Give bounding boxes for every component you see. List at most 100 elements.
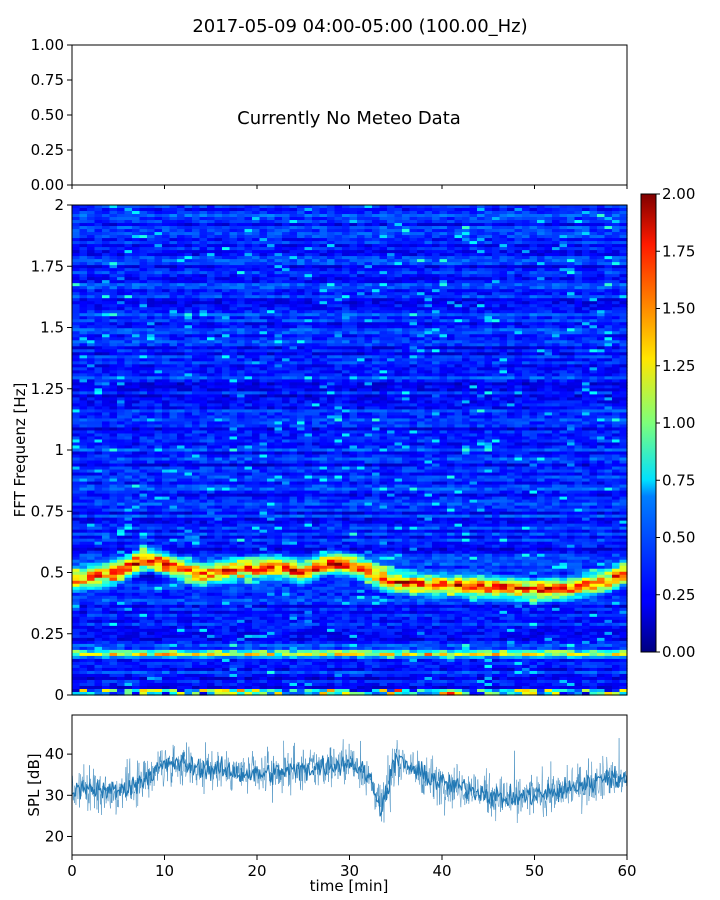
- heatmap-cell: [252, 367, 261, 371]
- heatmap-cell: [117, 409, 126, 414]
- heatmap-cell: [297, 424, 306, 429]
- heatmap-cell: [237, 367, 246, 371]
- heatmap-cell: [102, 607, 111, 612]
- heatmap-cell: [117, 292, 126, 296]
- heatmap-cell: [274, 604, 283, 609]
- heatmap-cell: [297, 286, 306, 290]
- heatmap-cell: [94, 649, 103, 654]
- heatmap-cell: [169, 247, 178, 251]
- heatmap-cell: [87, 490, 96, 495]
- heatmap-cell: [132, 439, 141, 444]
- heatmap-cell: [132, 505, 141, 510]
- heatmap-cell: [229, 259, 238, 263]
- heatmap-cell: [207, 607, 216, 612]
- heatmap-cell: [139, 286, 148, 290]
- heatmap-cell: [94, 235, 103, 239]
- heatmap-cell: [192, 541, 201, 546]
- heatmap-cell: [244, 391, 253, 395]
- heatmap-cell: [289, 454, 298, 459]
- heatmap-cell: [274, 673, 283, 678]
- heatmap-cell: [214, 379, 223, 383]
- heatmap-cell: [199, 595, 208, 600]
- heatmap-cell: [124, 601, 133, 606]
- heatmap-cell: [147, 214, 156, 218]
- heatmap-cell: [222, 565, 231, 570]
- heatmap-cell: [139, 652, 148, 657]
- heatmap-cell: [184, 568, 193, 573]
- heatmap-cell: [117, 523, 126, 528]
- heatmap-cell: [72, 586, 81, 591]
- heatmap-cell: [199, 541, 208, 546]
- heatmap-cell: [79, 688, 88, 693]
- heatmap-cell: [282, 652, 291, 657]
- heatmap-cell: [117, 574, 126, 579]
- heatmap-cell: [87, 493, 96, 498]
- heatmap-cell: [244, 352, 253, 356]
- heatmap-cell: [132, 271, 141, 275]
- heatmap-cell: [79, 262, 88, 266]
- heatmap-cell: [154, 340, 163, 344]
- heatmap-cell: [124, 679, 133, 684]
- heatmap-cell: [192, 655, 201, 660]
- heatmap-cell: [154, 361, 163, 365]
- heatmap-cell: [109, 619, 118, 624]
- heatmap-cell: [87, 367, 96, 371]
- heatmap-cell: [102, 604, 111, 609]
- heatmap-cell: [169, 214, 178, 218]
- heatmap-cell: [147, 355, 156, 359]
- heatmap-cell: [124, 316, 133, 320]
- heatmap-cell: [124, 358, 133, 362]
- heatmap-cell: [102, 370, 111, 374]
- heatmap-cell: [229, 358, 238, 362]
- heatmap-cell: [132, 220, 141, 224]
- heatmap-cell: [79, 253, 88, 257]
- heatmap-cell: [214, 409, 223, 414]
- heatmap-cell: [207, 559, 216, 564]
- heatmap-cell: [72, 523, 81, 528]
- heatmap-cell: [117, 586, 126, 591]
- heatmap-cell: [139, 568, 148, 573]
- heatmap-cell: [94, 280, 103, 284]
- heatmap-cell: [87, 391, 96, 395]
- heatmap-cell: [87, 244, 96, 248]
- heatmap-cell: [139, 490, 148, 495]
- heatmap-cell: [297, 268, 306, 272]
- heatmap-cell: [222, 274, 231, 278]
- heatmap-cell: [252, 604, 261, 609]
- heatmap-cell: [214, 670, 223, 675]
- heatmap-cell: [259, 685, 268, 690]
- heatmap-cell: [274, 298, 283, 302]
- heatmap-cell: [259, 466, 268, 471]
- heatmap-cell: [244, 670, 253, 675]
- heatmap-cell: [154, 577, 163, 582]
- heatmap-cell: [177, 244, 186, 248]
- heatmap-cell: [192, 373, 201, 377]
- heatmap-cell: [237, 580, 246, 585]
- heatmap-cell: [282, 415, 291, 420]
- heatmap-cell: [109, 400, 118, 405]
- heatmap-cell: [109, 259, 118, 263]
- heatmap-cell: [147, 256, 156, 260]
- heatmap-cell: [147, 538, 156, 543]
- heatmap-cell: [109, 535, 118, 540]
- heatmap-cell: [259, 226, 268, 230]
- heatmap-cell: [72, 490, 81, 495]
- heatmap-cell: [252, 418, 261, 423]
- heatmap-cell: [207, 301, 216, 305]
- heatmap-cell: [199, 532, 208, 537]
- heatmap-cell: [244, 484, 253, 489]
- heatmap-cell: [177, 628, 186, 633]
- heatmap-cell: [274, 271, 283, 275]
- heatmap-cell: [154, 676, 163, 681]
- heatmap-cell: [259, 211, 268, 215]
- heatmap-cell: [274, 376, 283, 380]
- heatmap-cell: [252, 595, 261, 600]
- heatmap-cell: [252, 346, 261, 350]
- heatmap-cell: [132, 445, 141, 450]
- heatmap-cell: [207, 553, 216, 558]
- heatmap-cell: [267, 397, 276, 401]
- heatmap-cell: [222, 397, 231, 401]
- heatmap-cell: [94, 535, 103, 540]
- heatmap-cell: [147, 394, 156, 398]
- heatmap-cell: [132, 592, 141, 597]
